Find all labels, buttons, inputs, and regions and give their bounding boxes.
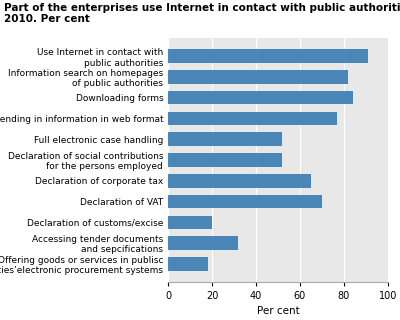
Text: 2010. Per cent: 2010. Per cent [4, 14, 90, 24]
X-axis label: Per cent: Per cent [257, 306, 299, 316]
Bar [168, 257, 208, 270]
Bar [168, 216, 212, 229]
Bar [168, 174, 311, 188]
Bar [168, 153, 282, 167]
Bar [168, 195, 322, 208]
Text: Part of the enterprises use Internet in contact with public authorities.: Part of the enterprises use Internet in … [4, 3, 400, 13]
Bar [168, 112, 337, 125]
Bar [168, 50, 368, 63]
Bar [168, 70, 348, 84]
Bar [168, 91, 353, 104]
Bar [168, 236, 238, 250]
Bar [168, 132, 282, 146]
